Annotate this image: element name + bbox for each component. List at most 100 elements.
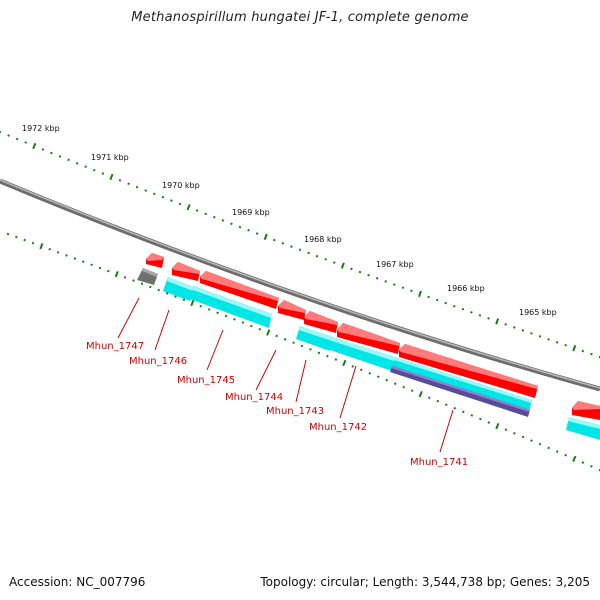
minor-tick <box>435 298 439 302</box>
rna-feature <box>390 366 530 417</box>
minor-tick <box>461 307 465 311</box>
gene-feature <box>163 277 194 301</box>
cds-feature <box>200 271 279 309</box>
minor-tick <box>547 338 550 341</box>
minor-tick <box>309 348 312 351</box>
minor-tick <box>23 238 26 242</box>
minor-tick <box>555 450 559 453</box>
minor-tick <box>31 241 35 245</box>
gene-label-leaders <box>117 297 454 453</box>
minor-tick <box>75 161 79 165</box>
major-tick <box>418 290 422 298</box>
minor-tick <box>298 248 302 252</box>
cds-feature <box>572 401 600 420</box>
minor-tick <box>350 267 353 271</box>
cds-feature <box>146 253 164 268</box>
tick-label-1967: 1967 kbp <box>376 260 414 269</box>
minor-tick <box>513 432 516 435</box>
minor-tick <box>590 464 593 468</box>
minor-tick <box>590 352 593 356</box>
minor-tick <box>564 453 568 457</box>
minor-tick <box>307 251 310 255</box>
minor-tick <box>479 417 482 421</box>
minor-tick <box>67 158 70 162</box>
major-tick <box>109 173 114 181</box>
minor-tick <box>152 192 156 196</box>
minor-tick <box>81 260 85 263</box>
minor-tick <box>444 403 448 407</box>
minor-tick <box>41 148 45 151</box>
minor-tick <box>250 324 253 328</box>
tick-label-1971: 1971 kbp <box>91 153 129 162</box>
minor-tick <box>555 341 559 344</box>
minor-tick <box>123 276 127 279</box>
gene-label-mhun-1747: Mhun_1747 <box>86 341 144 352</box>
minor-tick <box>127 182 130 186</box>
minor-tick <box>221 219 225 222</box>
gene-label-mhun-1743: Mhun_1743 <box>266 406 324 417</box>
minor-tick <box>132 279 135 282</box>
major-tick <box>340 262 345 269</box>
minor-tick <box>50 151 53 155</box>
minor-tick <box>216 311 219 315</box>
minor-tick <box>204 212 208 216</box>
major-tick <box>190 299 195 307</box>
minor-tick <box>135 185 139 189</box>
minor-tick <box>333 261 336 264</box>
minor-tick <box>272 238 276 242</box>
minor-tick <box>581 349 585 353</box>
minor-tick <box>393 283 396 286</box>
minor-tick <box>487 421 491 424</box>
minor-tick <box>359 368 363 372</box>
minor-tick <box>15 235 18 239</box>
tick-label-1972: 1972 kbp <box>22 124 60 133</box>
minor-tick <box>258 327 262 331</box>
minor-tick <box>504 323 507 326</box>
minor-tick <box>15 137 19 141</box>
minor-tick <box>324 258 328 261</box>
other-feature <box>137 268 158 285</box>
major-tick <box>266 329 271 336</box>
minor-tick <box>334 358 338 361</box>
minor-tick <box>351 365 355 368</box>
minor-tick <box>48 247 52 251</box>
minor-tick <box>275 334 278 338</box>
minor-tick <box>427 295 430 299</box>
minor-tick <box>376 375 380 379</box>
minor-tick <box>530 332 533 335</box>
minor-tick <box>161 195 165 199</box>
tick-label-1965: 1965 kbp <box>519 308 557 317</box>
minor-tick <box>402 385 406 389</box>
inner-tick-ring <box>6 232 600 471</box>
minor-tick <box>224 314 228 318</box>
minor-tick <box>199 304 203 308</box>
tick-label-1966: 1966 kbp <box>447 284 485 293</box>
major-tick <box>114 271 119 278</box>
tick-label-1969: 1969 kbp <box>232 208 270 217</box>
genome-backbone <box>0 178 600 392</box>
minor-tick <box>174 295 177 298</box>
minor-tick <box>144 189 148 192</box>
major-tick <box>342 359 347 367</box>
minor-tick <box>521 329 525 332</box>
minor-tick <box>6 232 10 236</box>
minor-tick <box>513 326 516 329</box>
gene-feature <box>330 337 395 371</box>
minor-tick <box>504 428 508 432</box>
minor-tick <box>195 209 199 212</box>
minor-tick <box>461 410 465 414</box>
minor-tick <box>212 215 216 219</box>
minor-tick <box>384 280 387 283</box>
gene-label-mhun-1741: Mhun_1741 <box>410 457 468 468</box>
minor-tick <box>255 232 259 235</box>
minor-tick <box>521 435 525 439</box>
minor-tick <box>444 301 447 305</box>
minor-tick <box>317 351 321 355</box>
minor-tick <box>367 273 370 277</box>
minor-tick <box>326 354 329 358</box>
major-tick <box>418 391 423 398</box>
minor-tick <box>292 341 295 344</box>
minor-tick <box>410 289 413 293</box>
minor-tick <box>140 282 144 286</box>
